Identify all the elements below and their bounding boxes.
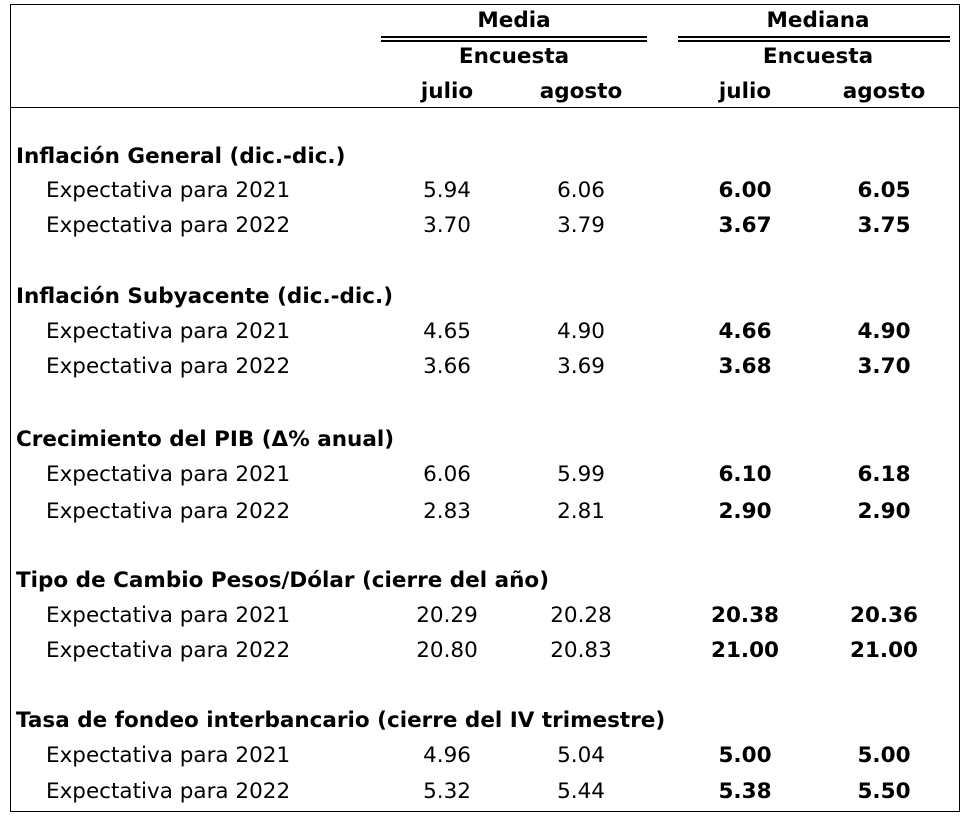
- cell-mediana-julio: 20.38: [710, 603, 780, 628]
- cell-media-agosto: 3.79: [557, 213, 605, 238]
- header-mediana-encuesta: Encuesta: [762, 44, 874, 69]
- cell-mediana-julio: 4.66: [718, 319, 772, 344]
- cell-media-agosto: 20.83: [550, 638, 612, 663]
- cell-media-agosto: 2.81: [557, 499, 605, 524]
- cell-mediana-agosto: 3.70: [857, 354, 911, 379]
- cell-media-agosto: 5.04: [557, 743, 605, 768]
- header-media: Media: [477, 8, 551, 33]
- cell-mediana-agosto: 5.00: [857, 743, 911, 768]
- cell-media-agosto: 4.90: [557, 319, 605, 344]
- header-mediana-agosto: agosto: [842, 79, 926, 104]
- cell-mediana-julio: 2.90: [718, 499, 772, 524]
- cell-media-julio: 5.94: [423, 178, 471, 203]
- cell-mediana-agosto: 3.75: [857, 213, 911, 238]
- row-label: Expectativa para 2021: [46, 178, 291, 203]
- cell-media-julio: 6.06: [423, 462, 471, 487]
- row-label: Expectativa para 2022: [46, 213, 291, 238]
- section-title: Tipo de Cambio Pesos/Dólar (cierre del a…: [16, 568, 550, 593]
- cell-media-julio: 4.65: [423, 319, 471, 344]
- cell-media-julio: 20.80: [416, 638, 478, 663]
- section-title: Inflación General (dic.-dic.): [16, 144, 346, 169]
- row-label: Expectativa para 2022: [46, 499, 291, 524]
- cell-mediana-agosto: 21.00: [849, 638, 919, 663]
- cell-mediana-agosto: 6.18: [857, 462, 911, 487]
- cell-mediana-agosto: 5.50: [857, 779, 911, 804]
- cell-media-agosto: 5.44: [557, 779, 605, 804]
- row-label: Expectativa para 2021: [46, 462, 291, 487]
- cell-media-agosto: 6.06: [557, 178, 605, 203]
- row-label: Expectativa para 2021: [46, 319, 291, 344]
- row-label: Expectativa para 2022: [46, 638, 291, 663]
- cell-mediana-julio: 5.00: [718, 743, 772, 768]
- cell-mediana-julio: 21.00: [710, 638, 780, 663]
- row-label: Expectativa para 2022: [46, 354, 291, 379]
- cell-mediana-agosto: 20.36: [849, 603, 919, 628]
- table-frame: [10, 4, 960, 812]
- cell-mediana-julio: 3.67: [718, 213, 772, 238]
- section-title: Inflación Subyacente (dic.-dic.): [16, 284, 394, 309]
- cell-media-julio: 5.32: [423, 779, 471, 804]
- header-bottom-rule: [10, 107, 960, 108]
- cell-mediana-agosto: 2.90: [857, 499, 911, 524]
- row-label: Expectativa para 2021: [46, 743, 291, 768]
- header-mediana-julio: julio: [718, 79, 772, 104]
- cell-mediana-agosto: 6.05: [857, 178, 911, 203]
- row-label: Expectativa para 2021: [46, 603, 291, 628]
- row-label: Expectativa para 2022: [46, 779, 291, 804]
- header-media-julio: julio: [420, 79, 474, 104]
- cell-media-agosto: 5.99: [557, 462, 605, 487]
- cell-media-agosto: 20.28: [550, 603, 612, 628]
- cell-media-julio: 2.83: [423, 499, 471, 524]
- section-title: Crecimiento del PIB (Δ% anual): [16, 427, 395, 452]
- cell-media-julio: 20.29: [416, 603, 478, 628]
- media-double-rule: [381, 36, 647, 42]
- cell-mediana-julio: 6.10: [718, 462, 772, 487]
- cell-mediana-agosto: 4.90: [857, 319, 911, 344]
- cell-mediana-julio: 5.38: [718, 779, 772, 804]
- cell-media-julio: 4.96: [423, 743, 471, 768]
- cell-mediana-julio: 6.00: [718, 178, 772, 203]
- cell-media-agosto: 3.69: [557, 354, 605, 379]
- cell-mediana-julio: 3.68: [718, 354, 772, 379]
- header-media-agosto: agosto: [539, 79, 623, 104]
- section-title: Tasa de fondeo interbancario (cierre del…: [16, 708, 666, 733]
- cell-media-julio: 3.66: [423, 354, 471, 379]
- cell-media-julio: 3.70: [423, 213, 471, 238]
- header-mediana: Mediana: [766, 8, 870, 33]
- mediana-double-rule: [678, 36, 950, 42]
- header-media-encuesta: Encuesta: [458, 44, 570, 69]
